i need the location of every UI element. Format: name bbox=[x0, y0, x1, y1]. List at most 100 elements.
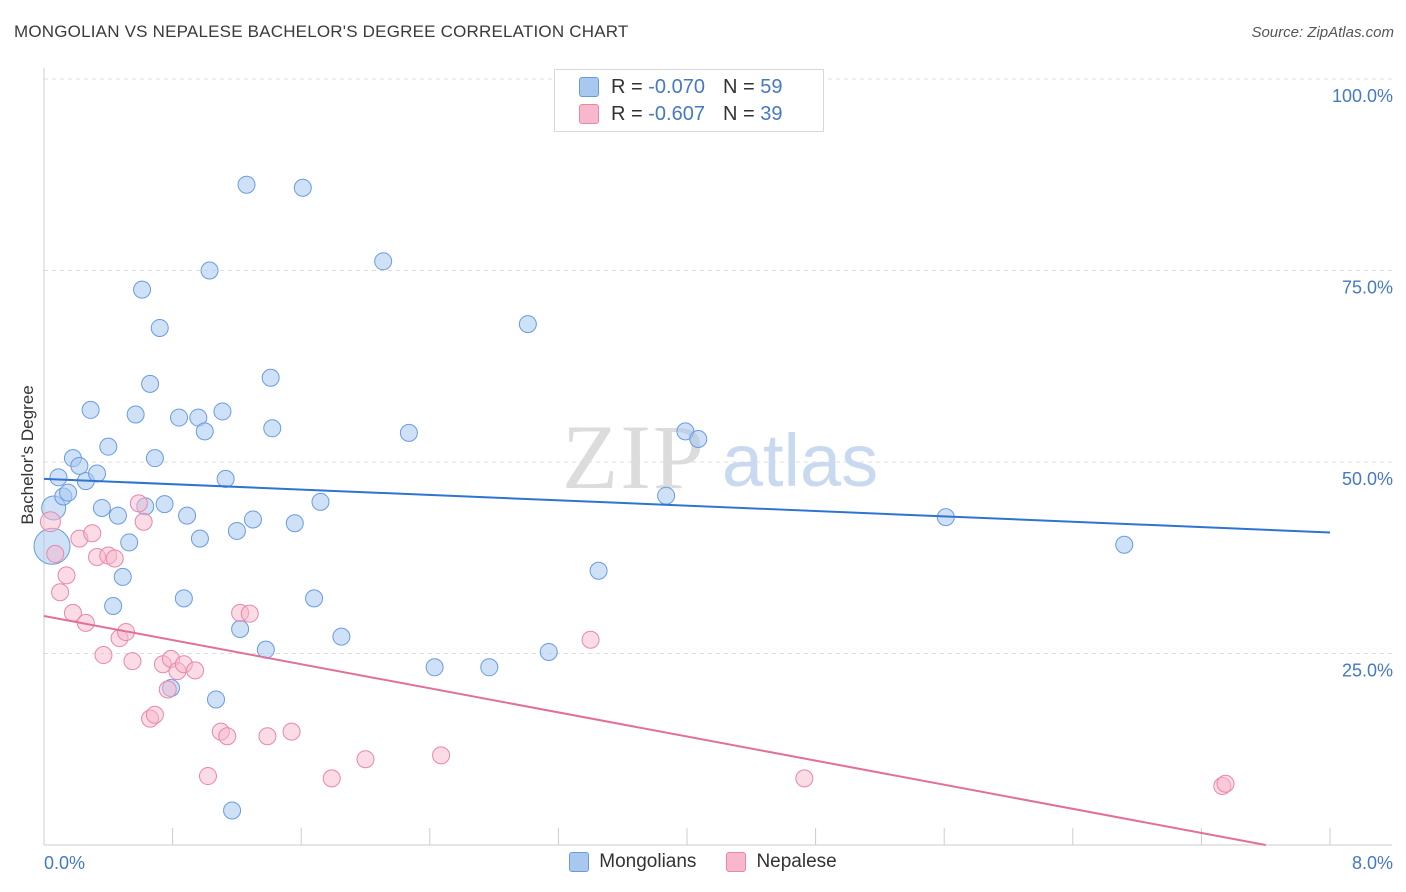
data-point-nepalese bbox=[134, 512, 153, 531]
legend-label-mongolians: Mongolians bbox=[599, 851, 697, 872]
data-point-mongolians bbox=[263, 419, 282, 438]
data-point-nepalese bbox=[145, 705, 164, 724]
data-point-mongolians bbox=[195, 422, 214, 441]
data-point-mongolians bbox=[332, 627, 351, 646]
data-point-nepalese bbox=[39, 511, 61, 533]
data-point-mongolians bbox=[70, 456, 89, 475]
data-point-nepalese bbox=[123, 652, 142, 671]
data-point-mongolians bbox=[104, 597, 123, 616]
data-point-mongolians bbox=[285, 514, 304, 533]
data-point-nepalese bbox=[158, 680, 177, 699]
data-point-mongolians bbox=[190, 529, 209, 548]
data-point-nepalese bbox=[218, 727, 237, 746]
data-point-mongolians bbox=[120, 533, 139, 552]
data-point-nepalese bbox=[282, 722, 301, 741]
data-point-mongolians bbox=[231, 619, 250, 638]
data-point-mongolians bbox=[207, 690, 226, 709]
data-point-nepalese bbox=[186, 661, 205, 680]
legend-swatch-nepalese bbox=[726, 852, 747, 872]
axes bbox=[43, 68, 1392, 846]
legend-row-mongolians: R = -0.070 N = 59 bbox=[579, 75, 782, 99]
data-point-mongolians bbox=[243, 510, 262, 529]
data-point-mongolians bbox=[657, 486, 676, 505]
data-point-mongolians bbox=[223, 801, 242, 820]
legend-r-label: R = bbox=[611, 75, 643, 98]
data-point-nepalese bbox=[46, 544, 65, 563]
data-point-mongolians bbox=[174, 589, 193, 608]
data-point-mongolians bbox=[200, 261, 219, 280]
data-point-mongolians bbox=[178, 506, 197, 525]
data-point-mongolians bbox=[81, 400, 100, 419]
data-point-mongolians bbox=[213, 402, 232, 421]
grid-lines bbox=[44, 78, 1392, 654]
scatter-points bbox=[33, 175, 1235, 820]
data-point-nepalese bbox=[356, 750, 375, 769]
legend-item-mongolians[interactable]: Mongolians bbox=[569, 851, 696, 873]
x-tick-label-max: 8.0% bbox=[1352, 853, 1393, 873]
data-point-nepalese bbox=[94, 646, 113, 665]
legend-r-value-nepalese: -0.607 bbox=[648, 102, 705, 125]
y-tick-label: 75.0% bbox=[1342, 278, 1393, 298]
data-point-nepalese bbox=[581, 630, 600, 649]
data-point-mongolians bbox=[261, 368, 280, 387]
legend-n-label: N = bbox=[722, 75, 755, 98]
data-point-mongolians bbox=[141, 374, 160, 393]
trend-lines bbox=[43, 477, 1331, 846]
data-point-mongolians bbox=[539, 642, 558, 661]
stats-legend: R = -0.070 N = 59 R = -0.607 N = 39 bbox=[554, 69, 824, 132]
chart-title: MONGOLIAN VS NEPALESE BACHELOR'S DEGREE … bbox=[14, 22, 629, 41]
y-tick-label: 100.0% bbox=[1332, 86, 1393, 106]
data-point-nepalese bbox=[1216, 774, 1235, 793]
data-point-mongolians bbox=[145, 449, 164, 468]
tick-labels: 100.0% 75.0% 50.0% 25.0% 0.0% 8.0% bbox=[44, 86, 1393, 873]
watermark: ZIP atlas bbox=[562, 406, 878, 508]
data-point-nepalese bbox=[57, 566, 76, 585]
data-point-nepalese bbox=[795, 769, 814, 788]
source-label: Source: ZipAtlas.com bbox=[1251, 24, 1394, 41]
data-point-mongolians bbox=[311, 492, 330, 511]
data-point-nepalese bbox=[51, 583, 70, 602]
data-point-nepalese bbox=[258, 727, 277, 746]
legend-row-nepalese: R = -0.607 N = 39 bbox=[579, 102, 782, 126]
data-point-mongolians bbox=[108, 506, 127, 525]
data-point-nepalese bbox=[105, 549, 124, 568]
data-point-mongolians bbox=[425, 658, 444, 677]
legend-swatch-mongolians bbox=[569, 852, 590, 872]
legend-n-value-nepalese: 39 bbox=[760, 102, 783, 125]
data-point-mongolians bbox=[126, 405, 145, 424]
data-point-nepalese bbox=[240, 604, 259, 623]
data-point-mongolians bbox=[99, 437, 118, 456]
data-point-mongolians bbox=[237, 175, 256, 194]
data-point-mongolians bbox=[216, 469, 235, 488]
data-point-nepalese bbox=[322, 769, 341, 788]
trend-line-nepalese bbox=[43, 614, 1266, 846]
data-point-mongolians bbox=[59, 483, 78, 502]
data-point-nepalese bbox=[129, 494, 148, 513]
data-point-mongolians bbox=[1115, 535, 1134, 554]
data-point-mongolians bbox=[293, 178, 312, 197]
y-tick-label: 50.0% bbox=[1342, 469, 1393, 489]
watermark-zip: ZIP bbox=[562, 406, 706, 508]
legend-swatch-mongolians bbox=[579, 77, 599, 97]
data-point-mongolians bbox=[227, 521, 246, 540]
data-point-mongolians bbox=[374, 252, 393, 271]
x-tick-label-min: 0.0% bbox=[44, 853, 85, 873]
data-point-mongolians bbox=[113, 567, 132, 586]
legend-swatch-nepalese bbox=[579, 104, 599, 124]
data-point-mongolians bbox=[305, 589, 324, 608]
data-point-mongolians bbox=[170, 408, 189, 427]
legend-r-label: R = bbox=[611, 102, 643, 125]
data-point-mongolians bbox=[49, 468, 68, 487]
data-point-mongolians bbox=[399, 423, 418, 442]
data-point-mongolians bbox=[589, 561, 608, 580]
series-nepalese bbox=[39, 494, 1235, 796]
legend-r-value-mongolians: -0.070 bbox=[648, 75, 705, 98]
legend-n-value-mongolians: 59 bbox=[760, 75, 783, 98]
data-point-nepalese bbox=[83, 524, 102, 543]
watermark-atlas: atlas bbox=[722, 419, 878, 502]
y-tick-label: 25.0% bbox=[1342, 661, 1393, 681]
legend-n-label: N = bbox=[722, 102, 755, 125]
data-point-nepalese bbox=[432, 746, 451, 765]
legend-item-nepalese[interactable]: Nepalese bbox=[726, 851, 837, 873]
